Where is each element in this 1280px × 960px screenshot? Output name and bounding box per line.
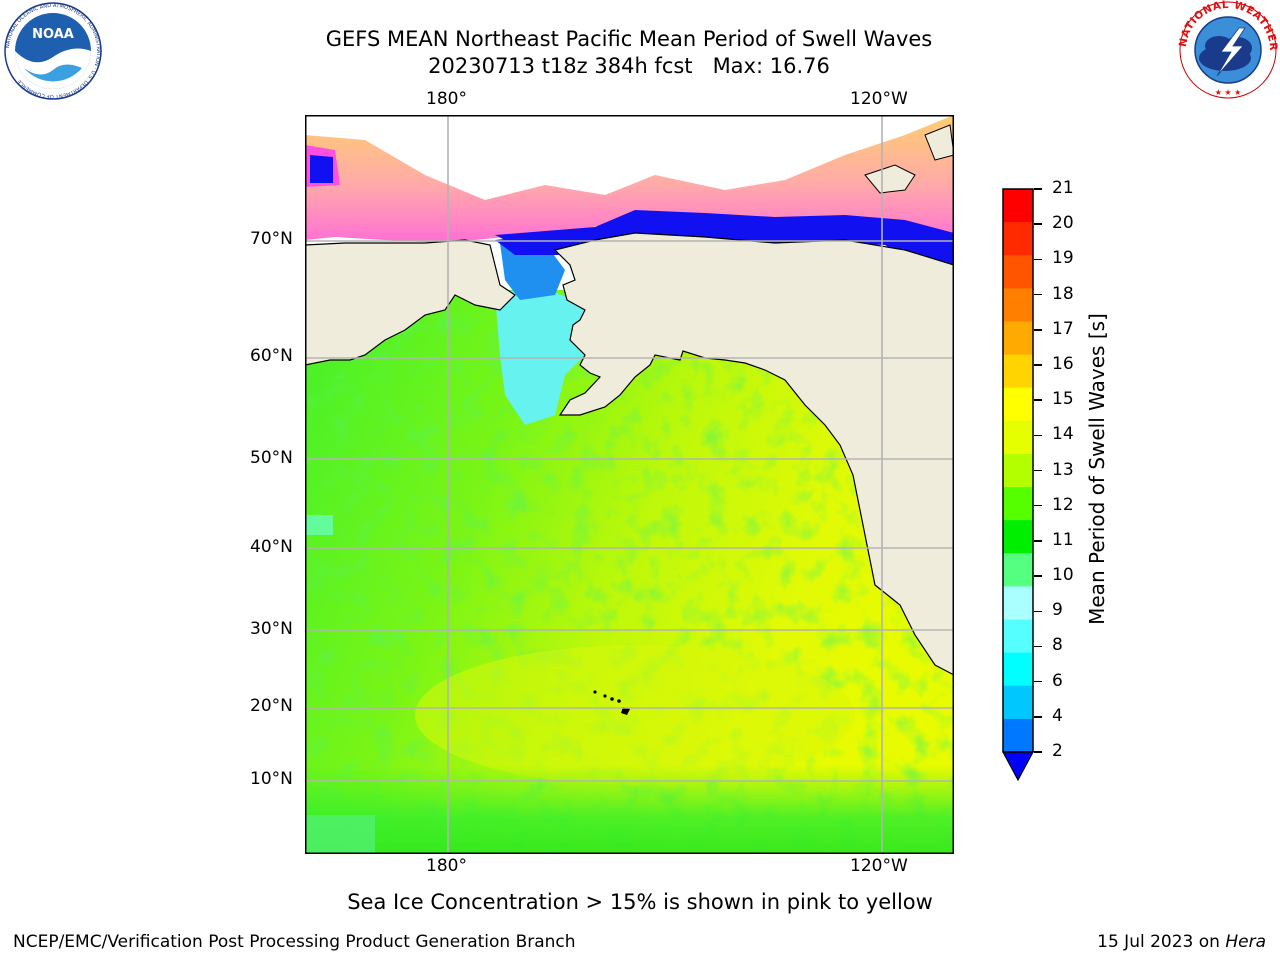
colorbar-tick-label: 20 [1052,213,1074,234]
colorbar-tick-mark [1034,399,1042,401]
colorbar-tick-label: 2 [1052,741,1063,761]
lat-label-10n: 10°N [250,769,293,789]
colorbar-block [1003,222,1033,256]
colorbar-tick-mark [1034,223,1042,225]
lon-label-bottom-180: 180° [426,856,467,876]
lat-label-60n: 60°N [250,346,293,366]
colorbar-tick-mark [1034,610,1042,612]
colorbar-tick-mark [1034,680,1042,683]
lat-label-50n: 50°N [250,448,293,468]
colorbar-block [1003,255,1033,289]
colorbar-block [1003,619,1033,654]
colorbar-tick-label: 6 [1052,670,1063,691]
lat-label-40n: 40°N [250,537,293,557]
colorbar-block [1003,387,1033,422]
colorbar-tick-label: 17 [1052,318,1074,339]
colorbar-tick-mark [1034,575,1042,577]
lat-label-70n: 70°N [250,229,293,249]
noaa-logo: NOAA NATIONAL OCEANIC AND ATMOSPHERIC AD… [4,2,102,100]
lat-label-30n: 30°N [250,619,293,639]
colorbar-block [1003,718,1033,753]
colorbar-block [1003,189,1033,223]
lat-label-20n: 20°N [250,696,293,716]
colorbar-tick-mark [1034,716,1042,718]
colorbar-block [1003,652,1033,687]
colorbar-block [1003,354,1033,389]
svg-text:NOAA: NOAA [32,27,74,42]
swell-period-map [305,115,954,854]
footer-date: 15 Jul 2023 on Hera [1097,932,1266,952]
colorbar-tick-label: 12 [1052,494,1074,515]
colorbar-tick-mark [1034,504,1042,507]
colorbar-tick-label: 13 [1052,459,1074,480]
lon-label-top-120w: 120°W [850,89,908,109]
colorbar-tick-mark [1034,645,1042,648]
colorbar-tick-mark [1034,364,1042,366]
colorbar-block [1003,288,1033,322]
colorbar-tick-mark [1034,188,1042,190]
lon-label-bottom-120w: 120°W [850,856,908,876]
colorbar-block [1003,685,1033,720]
nws-logo: NATIONAL WEATHER SERVICE ★ ★ ★ [1177,0,1279,99]
colorbar-block [1003,553,1033,587]
footer-machine: Hera [1225,932,1266,952]
colorbar-tick-label: 8 [1052,635,1063,656]
chart-title: GEFS MEAN Northeast Pacific Mean Period … [325,27,933,51]
colorbar-tick-label: 11 [1052,529,1074,550]
lon-label-top-180: 180° [426,89,467,109]
colorbar-block [1003,487,1033,521]
colorbar-label: Mean Period of Swell Waves [s] [1085,313,1109,625]
colorbar-tick-mark [1034,293,1042,296]
colorbar-block [1003,453,1033,488]
colorbar-tick-mark [1034,434,1042,437]
colorbar-tick-mark [1034,469,1042,472]
colorbar-tick-label: 15 [1052,389,1074,410]
colorbar-tick-label: 10 [1052,565,1074,586]
colorbar-tick-label: 18 [1052,283,1074,304]
colorbar-tick-mark [1034,540,1042,542]
colorbar-tick-mark [1034,751,1042,753]
colorbar-block [1003,321,1033,356]
colorbar-tick-label: 9 [1052,600,1063,621]
colorbar-tick-label: 4 [1052,705,1063,726]
footer-producer: NCEP/EMC/Verification Post Processing Pr… [13,932,576,952]
colorbar-tick-mark [1034,258,1042,261]
colorbar-tick-label: 14 [1052,424,1074,445]
colorbar-tick-label: 16 [1052,353,1074,374]
colorbar-block [1003,420,1033,455]
colorbar [1001,188,1035,782]
colorbar-block [1003,586,1033,621]
svg-text:★ ★ ★: ★ ★ ★ [1215,88,1242,97]
sea-ice-caption: Sea Ice Concentration > 15% is shown in … [347,890,933,914]
colorbar-tick-mark [1034,329,1042,331]
colorbar-block [1003,520,1033,554]
colorbar-tick-label: 21 [1052,178,1074,198]
colorbar-tick-label: 19 [1052,248,1074,269]
chart-subtitle: 20230713 t18z 384h fcst Max: 16.76 [428,54,830,78]
